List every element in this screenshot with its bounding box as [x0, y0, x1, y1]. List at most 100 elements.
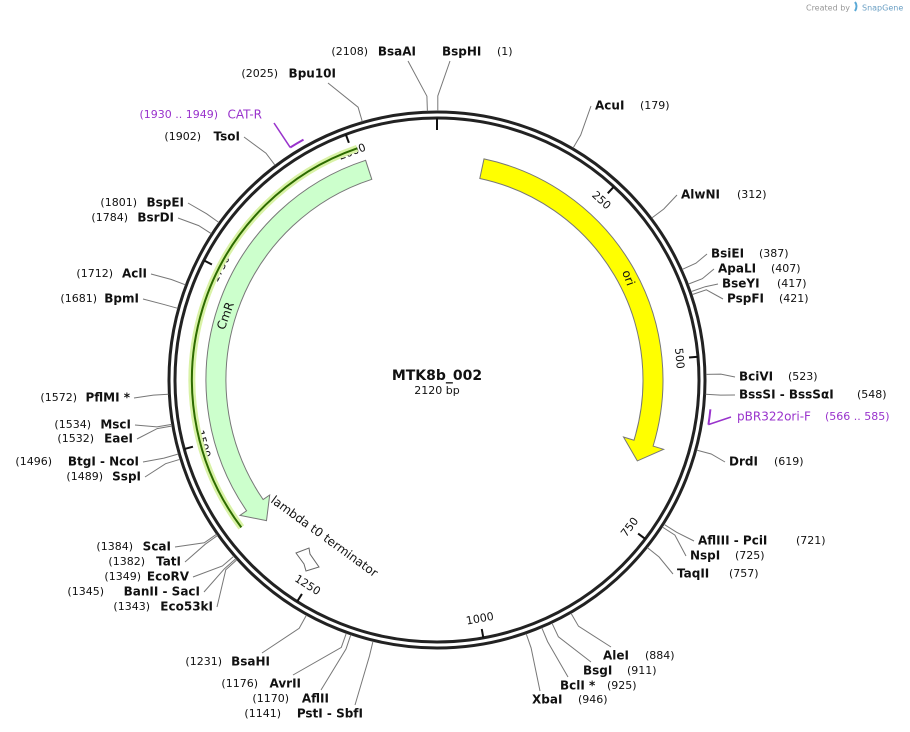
primer-range: (566 .. 585) [825, 410, 890, 423]
site-name: XbaI [532, 693, 562, 707]
site-name: BsgI [583, 664, 612, 678]
site-position: (619) [774, 455, 804, 468]
site-position: (1532) [57, 432, 94, 445]
site-leader [691, 289, 724, 300]
site-position: (1801) [100, 196, 137, 209]
site-position: (1534) [54, 418, 91, 431]
site-name: ScaI [143, 540, 171, 554]
site-position: (2108) [331, 45, 368, 58]
site-position: (1681) [60, 292, 97, 305]
site-position: (417) [777, 277, 807, 290]
site-name: PflMI * [85, 391, 130, 405]
site-position: (1231) [185, 655, 222, 668]
site-name: SspI [112, 470, 141, 484]
site-position: (721) [796, 534, 826, 547]
site-leader [134, 423, 172, 428]
ruler-label: 1000 [465, 610, 495, 628]
site-name: AlwNI [681, 188, 720, 202]
ruler-tick [296, 593, 303, 603]
site-position: (523) [788, 370, 818, 383]
site-position: (725) [735, 549, 765, 562]
site-position: (1345) [67, 585, 104, 598]
plasmid-name: MTK8b_002 [392, 368, 482, 384]
primer-mark [707, 409, 712, 425]
site-name: BsiEI [711, 247, 744, 261]
site-position: (1784) [91, 211, 128, 224]
primer-name: pBR322ori-F [737, 410, 811, 424]
brand-icon [854, 1, 858, 12]
terminator-arrow [295, 547, 320, 572]
site-name: BsrDI [137, 211, 174, 225]
site-position: (407) [771, 262, 801, 275]
site-position: (1712) [76, 267, 113, 280]
site-name: AvrII [269, 677, 301, 691]
site-leader [572, 105, 592, 149]
site-leader [192, 555, 235, 578]
site-leader [681, 253, 708, 270]
site-name: EaeI [104, 432, 133, 446]
site-name: TatI [156, 555, 181, 569]
site-leader [688, 268, 715, 285]
site-name: AflII [302, 692, 329, 706]
site-position: (1343) [113, 600, 150, 613]
site-name: TaqII [677, 567, 709, 581]
site-name: TsoI [214, 130, 240, 144]
site-position: (757) [729, 567, 759, 580]
ruler-tick [203, 259, 213, 266]
ruler-tick [688, 355, 699, 359]
site-name: BspEI [146, 196, 184, 210]
site-position: (1) [497, 45, 513, 58]
site-position: (911) [627, 664, 657, 677]
cmr-arrow [205, 159, 373, 522]
brand: SnapGene [862, 4, 903, 13]
site-name: AleI [603, 649, 629, 663]
site-name: BssSI - BssSαI [739, 388, 834, 402]
site-leader [663, 523, 695, 542]
ruler-tick [607, 186, 615, 195]
site-leader [651, 194, 678, 219]
site-position: (421) [779, 292, 809, 305]
site-name: BpmI [104, 292, 139, 306]
site-leader [407, 60, 428, 112]
site-leader [144, 458, 181, 478]
site-leader [174, 533, 217, 548]
site-position: (1489) [66, 470, 103, 483]
site-leader [354, 641, 374, 706]
site-name: BclI * [560, 679, 596, 693]
site-leader [261, 614, 307, 654]
site-position: (2025) [241, 67, 278, 80]
site-name: BciVI [739, 370, 773, 384]
site-name: NspI [690, 549, 720, 563]
site-name: EcoRV [147, 570, 190, 584]
site-leader [133, 393, 169, 399]
site-position: (1176) [221, 677, 258, 690]
site-position: (1141) [244, 707, 281, 720]
site-name: BsaHI [231, 655, 270, 669]
site-name: AflIII - PciI [698, 534, 767, 548]
plasmid-length: 2120 bp [414, 384, 459, 397]
site-name: AclI [122, 267, 147, 281]
primer-name: CAT-R [227, 108, 262, 122]
site-name: BanII - SacI [124, 585, 200, 599]
site-name: Eco53kI [160, 600, 213, 614]
site-leader [142, 298, 178, 309]
site-leader [541, 627, 569, 678]
site-name: PstI - SbfI [297, 707, 363, 721]
site-leader [525, 633, 541, 692]
site-leader [437, 60, 451, 111]
cmr-line [191, 147, 358, 529]
ruler-label: 500 [672, 347, 687, 369]
ori-label: ori [619, 268, 637, 287]
primer-leader [708, 416, 732, 426]
site-leader [292, 633, 347, 676]
site-position: (387) [759, 247, 789, 260]
site-position: (312) [737, 188, 767, 201]
ruler-tick [184, 445, 194, 451]
site-name: DrdI [729, 455, 758, 469]
site-name: BsaAI [378, 45, 416, 59]
site-leader [177, 217, 212, 235]
site-position: (1902) [164, 130, 201, 143]
site-leader [570, 612, 612, 648]
ruler-label: 750 [618, 515, 641, 540]
site-position: (1496) [15, 455, 52, 468]
